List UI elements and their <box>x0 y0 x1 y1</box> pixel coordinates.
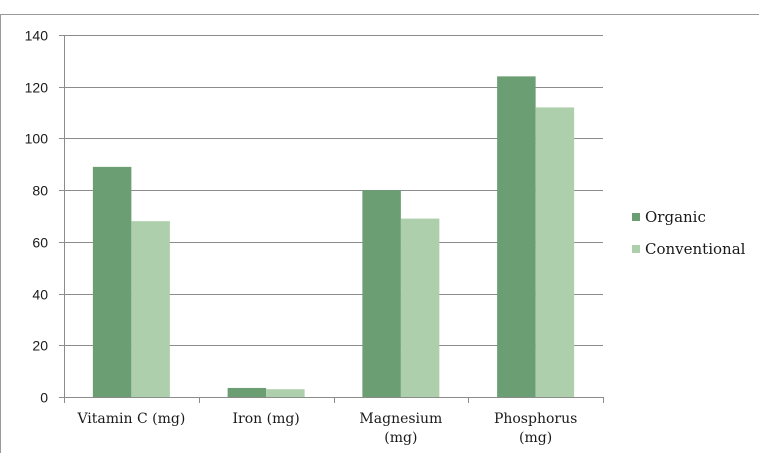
bar-conventional-3 <box>536 107 575 397</box>
legend-label-conventional: Conventional <box>645 240 746 258</box>
x-category-label: (mg) <box>384 430 417 446</box>
x-category-label: Magnesium <box>359 411 442 427</box>
legend-label-organic: Organic <box>645 208 706 226</box>
legend-swatch-organic <box>632 213 640 221</box>
y-tick-label: 60 <box>32 235 48 251</box>
x-category-label: Phosphorus <box>494 411 577 427</box>
bars <box>93 76 574 397</box>
x-category-label: Vitamin C (mg) <box>76 411 185 427</box>
x-category-label: (mg) <box>519 430 552 446</box>
x-category-label: Iron (mg) <box>232 411 299 427</box>
legend: Organic Conventional <box>632 208 746 258</box>
legend-swatch-conventional <box>632 245 640 253</box>
y-tick-label: 140 <box>25 28 49 44</box>
y-tick-label: 120 <box>25 80 49 96</box>
bar-organic-2 <box>362 190 401 397</box>
bar-conventional-1 <box>266 389 305 397</box>
bar-organic-1 <box>228 388 267 397</box>
bar-organic-0 <box>93 167 132 397</box>
y-tick-label: 100 <box>25 131 49 147</box>
y-tick-label: 80 <box>32 183 48 199</box>
x-category-labels: Vitamin C (mg) Iron (mg) Magnesium (mg) Phos… <box>76 411 577 446</box>
y-tick-label: 0 <box>40 390 48 406</box>
y-tick-label: 40 <box>32 287 48 303</box>
y-tick-labels: 0 20 40 60 80 100 120 140 <box>25 28 49 406</box>
y-tick-label: 20 <box>32 338 48 354</box>
bar-conventional-0 <box>131 221 170 397</box>
bar-conventional-2 <box>401 219 440 397</box>
bar-organic-3 <box>497 76 536 397</box>
